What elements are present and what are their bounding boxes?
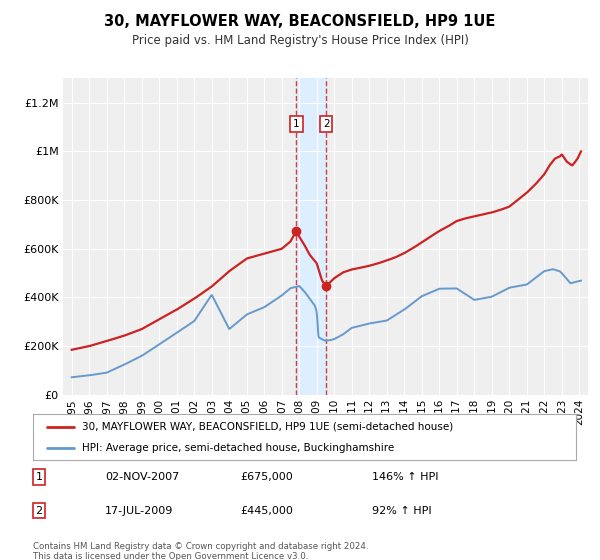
Text: Contains HM Land Registry data © Crown copyright and database right 2024.
This d: Contains HM Land Registry data © Crown c… (33, 542, 368, 560)
Text: 2: 2 (35, 506, 43, 516)
Text: 30, MAYFLOWER WAY, BEACONSFIELD, HP9 1UE (semi-detached house): 30, MAYFLOWER WAY, BEACONSFIELD, HP9 1UE… (82, 422, 453, 432)
Bar (296, 78, 326, 395)
Text: 17-JUL-2009: 17-JUL-2009 (105, 506, 173, 516)
Text: 1: 1 (35, 472, 43, 482)
Text: 2: 2 (323, 119, 329, 129)
Text: £445,000: £445,000 (240, 506, 293, 516)
Text: 02-NOV-2007: 02-NOV-2007 (105, 472, 179, 482)
Text: 1: 1 (293, 119, 300, 129)
Text: Price paid vs. HM Land Registry's House Price Index (HPI): Price paid vs. HM Land Registry's House … (131, 34, 469, 46)
Text: 92% ↑ HPI: 92% ↑ HPI (372, 506, 431, 516)
Text: 146% ↑ HPI: 146% ↑ HPI (372, 472, 439, 482)
Text: 30, MAYFLOWER WAY, BEACONSFIELD, HP9 1UE: 30, MAYFLOWER WAY, BEACONSFIELD, HP9 1UE (104, 14, 496, 29)
Text: £675,000: £675,000 (240, 472, 293, 482)
Text: HPI: Average price, semi-detached house, Buckinghamshire: HPI: Average price, semi-detached house,… (82, 443, 394, 453)
